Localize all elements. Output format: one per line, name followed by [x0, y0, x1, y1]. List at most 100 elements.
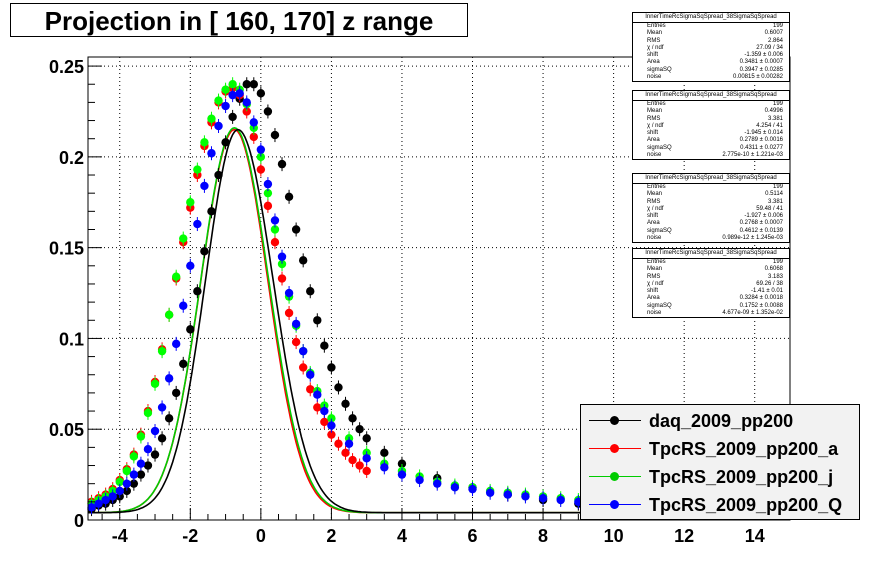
legend-dot-marker: [610, 416, 619, 425]
data-point: [291, 225, 301, 234]
data-point: [270, 238, 280, 247]
stats-key: RMS: [647, 37, 661, 44]
stats-key: shift: [647, 130, 659, 137]
stats-row: shift -1.945 ± 0.014: [633, 130, 789, 137]
data-point: [214, 121, 223, 131]
data-point: [122, 479, 132, 488]
y-tick-label: 0.25: [49, 57, 84, 77]
stats-value: 0.989e-12 ± 1.245e-03: [722, 235, 783, 242]
chart-title-box: Projection in [ 160, 170] z range: [10, 3, 468, 37]
stats-value: 3.183: [767, 273, 783, 280]
stats-key: shift: [647, 288, 659, 295]
data-point: [249, 132, 258, 142]
stats-key: RMS: [647, 273, 661, 280]
stats-value: 199: [772, 184, 783, 190]
data-point: [235, 89, 244, 98]
data-point: [171, 339, 181, 349]
stats-value: 69.26 / 38: [756, 280, 783, 287]
x-tick-label: 10: [604, 526, 624, 546]
data-point: [115, 477, 124, 487]
y-tick-label: 0: [74, 511, 84, 531]
stats-box-header: InnerTimeRcSigmaSqSpread_38SigmaSqSpread: [633, 13, 789, 23]
stats-value: 0.5114: [765, 191, 783, 198]
legend-entry: TpcRS_2009_pp200_a: [581, 435, 859, 463]
stats-key: RMS: [647, 115, 661, 122]
data-point: [129, 452, 139, 461]
data-point: [108, 492, 117, 501]
data-point: [306, 287, 315, 296]
fit-curve: [88, 128, 596, 514]
data-point: [249, 80, 258, 89]
stats-value: 59.48 / 41: [756, 205, 783, 212]
stats-key: Entries: [647, 101, 666, 107]
legend-label: TpcRS_2009_pp200_Q: [649, 495, 843, 515]
x-tick-label: 12: [674, 526, 694, 546]
data-point: [485, 488, 495, 497]
data-point: [207, 149, 216, 158]
data-point: [193, 219, 202, 229]
data-point: [228, 112, 237, 122]
stats-row: χ / ndf 59.48 / 41: [633, 206, 789, 213]
data-point: [556, 495, 565, 505]
stats-box-header: InnerTimeRcSigmaSqSpread_38SigmaSqSpread: [633, 174, 789, 184]
legend-entry: daq_2009_pp200: [581, 407, 859, 435]
stats-key: Entries: [647, 259, 666, 265]
data-point: [270, 216, 280, 225]
data-point: [298, 256, 308, 265]
series-group: [87, 77, 583, 517]
stats-row: shift -1.927 ± 0.006: [633, 213, 789, 220]
data-point: [228, 80, 237, 89]
stats-row: Area 0.3481 ± 0.0007: [633, 59, 789, 66]
data-point: [380, 448, 389, 458]
data-point: [143, 408, 153, 418]
stats-key: sigmaSQ: [647, 227, 672, 234]
data-point: [200, 247, 209, 256]
stats-key: Mean: [647, 191, 663, 198]
data-point: [397, 459, 407, 468]
stats-row: sigmaSQ 0.3947 ± 0.0285: [633, 67, 789, 74]
data-point: [256, 152, 266, 162]
stats-box: InnerTimeRcSigmaSqSpread_38SigmaSqSpread…: [632, 12, 790, 83]
stats-key: shift: [647, 213, 659, 220]
data-point: [136, 432, 146, 441]
data-point: [521, 492, 530, 501]
stats-value: 0.2789 ± 0.0016: [739, 137, 783, 144]
stats-key: sigmaSQ: [647, 144, 672, 151]
stats-key: Mean: [647, 266, 663, 273]
stats-key: Area: [647, 295, 660, 302]
stats-row: Area 0.2789 ± 0.0016: [633, 137, 789, 144]
data-point: [380, 463, 389, 472]
stats-row: RMS 3.381: [633, 199, 789, 206]
stats-value: 199: [772, 101, 783, 107]
data-point: [284, 308, 294, 318]
data-point: [397, 470, 407, 479]
stats-value: -1.945 ± 0.014: [744, 130, 783, 137]
legend-dot-marker: [610, 444, 619, 453]
data-point: [242, 98, 251, 107]
legend-label: TpcRS_2009_pp200_a: [649, 439, 839, 459]
data-point: [157, 434, 167, 443]
legend-dot-marker: [610, 500, 619, 509]
stats-row: noise 0.989e-12 ± 1.245e-03: [633, 235, 789, 242]
stats-box: InnerTimeRcSigmaSqSpread_38SigmaSqSpread…: [632, 248, 790, 319]
stats-key: Area: [647, 220, 660, 227]
stats-value: 3.381: [767, 198, 783, 205]
stats-value: 0.2768 ± 0.0007: [739, 220, 783, 227]
y-tick-label: 0.05: [49, 420, 84, 440]
data-point: [87, 503, 96, 512]
data-point: [164, 310, 174, 320]
fit-curves: [88, 126, 596, 514]
x-tick-label: 4: [397, 526, 407, 546]
data-point: [179, 234, 188, 243]
data-point: [277, 159, 287, 169]
stats-row: noise 0.00815 ± 0.00282: [633, 74, 789, 81]
data-point: [355, 461, 364, 470]
stats-row: Mean 0.5114: [633, 191, 789, 198]
stats-value: 0.6007: [764, 30, 783, 37]
stats-key: noise: [647, 152, 662, 159]
stats-row: sigmaSQ 0.4311 ± 0.0277: [633, 145, 789, 152]
x-tick-label: 6: [468, 526, 478, 546]
stats-row: Mean 0.6068: [633, 266, 789, 273]
stats-value: 3.381: [767, 115, 783, 122]
